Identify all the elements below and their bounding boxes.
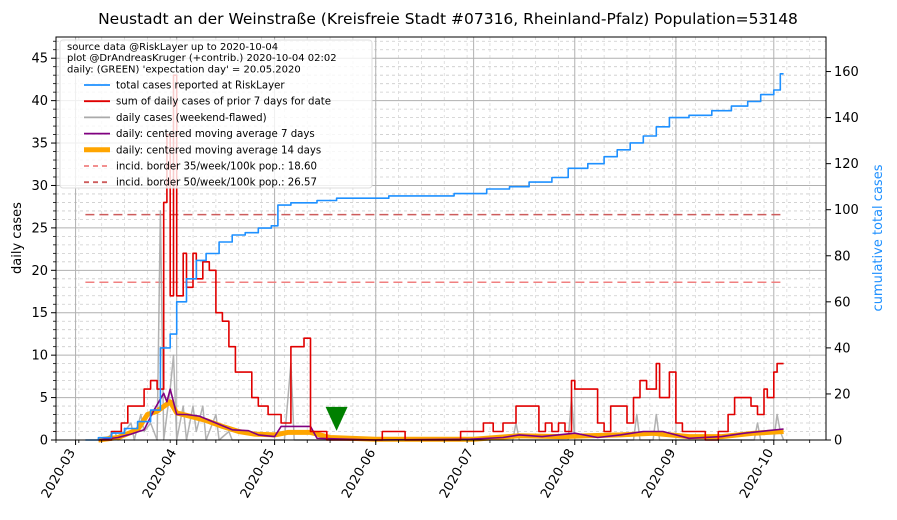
legend-label: daily: centered moving average 14 days (116, 145, 321, 156)
y-tick-label-left: 15 (31, 306, 48, 321)
y-axis-label-left: daily cases (10, 202, 25, 274)
chart-title: Neustadt an der Weinstraße (Kreisfreie S… (98, 10, 798, 28)
y-tick-label-left: 20 (31, 264, 48, 279)
series-line-1 (98, 74, 784, 441)
series-line-0 (85, 73, 784, 441)
series-line-4 (98, 399, 784, 443)
y-tick-label-left: 10 (31, 349, 48, 364)
y-tick-label-left: 40 (31, 94, 48, 109)
y-tick-label-left: 35 (31, 137, 48, 152)
y-tick-label-left: 25 (31, 221, 48, 236)
y-tick-label-right: 140 (834, 111, 859, 126)
legend-annotation-line: source data @RiskLayer up to 2020-10-04 (67, 42, 278, 53)
legend-label: total cases reported at RiskLayer (116, 81, 285, 92)
y-tick-label-right: 100 (834, 203, 859, 218)
legend-label: daily cases (weekend-flawed) (116, 113, 267, 124)
y-tick-label-right: 160 (834, 65, 859, 80)
y-tick-label-right: 60 (834, 295, 851, 310)
y-tick-label-left: 30 (31, 179, 48, 194)
series-line-3 (98, 388, 784, 441)
expectation-marker (325, 406, 348, 431)
y-tick-label-left: 5 (40, 391, 48, 406)
legend-label: incid. border 35/week/100k pop.: 18.60 (116, 162, 317, 173)
legend-label: sum of daily cases of prior 7 days for d… (116, 97, 331, 108)
legend-label: daily: centered moving average 7 days (116, 129, 315, 140)
legend: source data @RiskLayer up to 2020-10-04p… (59, 39, 373, 189)
y-tick-label-right: 120 (834, 157, 859, 172)
y-tick-label-right: 0 (834, 434, 842, 449)
y-tick-label-right: 40 (834, 341, 851, 356)
y-tick-label-left: 45 (31, 52, 48, 67)
y-tick-label-right: 20 (834, 387, 851, 402)
legend-label: incid. border 50/week/100k pop.: 26.57 (116, 178, 317, 189)
legend-annotation-line: plot @DrAndreasKruger (+contrib.) 2020-1… (67, 53, 337, 64)
y-tick-label-left: 0 (40, 434, 48, 449)
legend-annotation-line: daily: (GREEN) 'expectation day' = 20.05… (67, 64, 301, 75)
plot-frame (55, 36, 827, 441)
marker-layer (325, 406, 348, 431)
y-tick-label-right: 80 (834, 249, 851, 264)
y-axis-label-right: cumulative total cases (871, 164, 886, 311)
legend-box (59, 39, 373, 189)
